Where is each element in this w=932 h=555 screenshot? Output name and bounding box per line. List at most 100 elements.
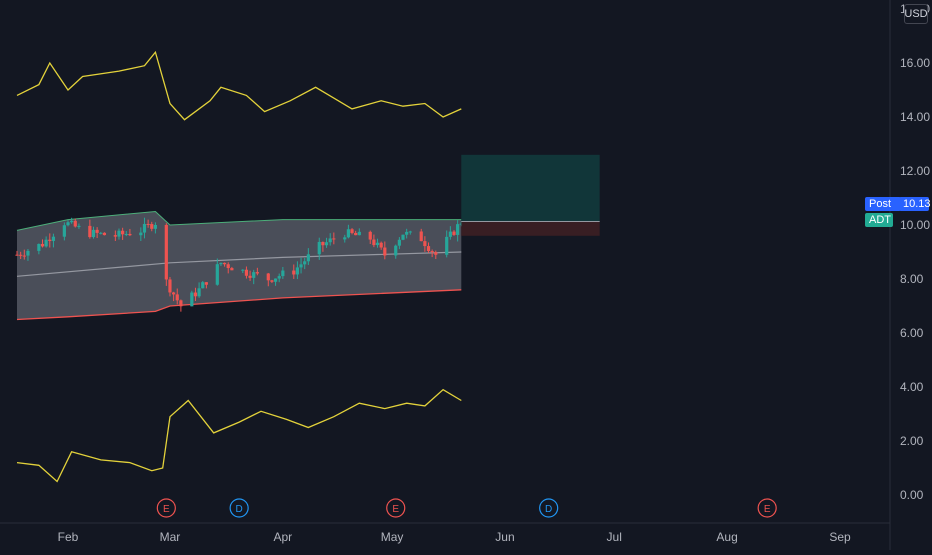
candle-body — [190, 292, 194, 307]
candle-body — [328, 238, 332, 243]
price-tick-label: 6.00 — [900, 326, 924, 340]
channel-lower-line — [16, 289, 462, 321]
candle-body — [153, 224, 157, 229]
dividend-event-marker[interactable]: D — [539, 498, 559, 518]
candle-body — [172, 292, 176, 295]
event-letter: D — [236, 504, 243, 515]
candle-body — [146, 223, 150, 225]
channel-upper-line — [16, 210, 462, 231]
candle-body — [423, 241, 427, 247]
long-position-tool[interactable] — [461, 154, 600, 236]
candle-body — [317, 241, 321, 255]
channel-fill — [17, 211, 462, 320]
event-circle — [229, 498, 249, 518]
time-axis[interactable]: Feb Mar Apr May Jun Jul Aug Sep — [0, 522, 890, 544]
event-circle — [539, 498, 559, 518]
post-label: Post — [869, 198, 892, 210]
candle-body — [295, 267, 300, 275]
candle-body — [193, 292, 198, 297]
price-tick-label: 0.00 — [900, 488, 924, 502]
candle-body — [452, 231, 456, 235]
candle-body — [299, 264, 303, 268]
candle-body — [273, 278, 278, 282]
candle-body — [215, 264, 219, 285]
candle-body — [350, 229, 354, 233]
candle-body — [252, 272, 256, 278]
time-tick-label: Feb — [58, 530, 79, 544]
candle-body — [394, 245, 398, 256]
yellow-bands — [16, 50, 462, 483]
symbol-price-tag: ADT — [865, 213, 893, 227]
earnings-event-marker[interactable]: E — [757, 498, 777, 518]
candle-body — [22, 255, 26, 257]
candle-body — [255, 272, 259, 274]
candle-body — [292, 270, 296, 275]
earnings-event-marker[interactable]: E — [386, 498, 406, 518]
candle-body — [226, 264, 230, 269]
candle-body — [142, 223, 147, 233]
candle-body — [128, 233, 132, 236]
candle-body — [426, 246, 431, 252]
earnings-event-marker[interactable]: E — [156, 498, 176, 518]
price-tick-label: 10.00 — [900, 218, 930, 232]
candle-body — [66, 222, 70, 226]
candle-body — [383, 247, 387, 256]
candle-body — [270, 280, 274, 282]
candle-body — [266, 273, 270, 281]
dividend-event-marker[interactable]: D — [229, 498, 249, 518]
event-circle — [757, 498, 777, 518]
event-letter: E — [764, 504, 771, 515]
yellow-upper-line — [16, 50, 462, 121]
candle-body — [168, 279, 172, 293]
post-price-value: 10.13 — [899, 197, 931, 211]
event-letter: E — [392, 504, 399, 515]
candle-body — [164, 224, 168, 280]
candle-body — [19, 254, 23, 256]
candle-body — [408, 231, 412, 233]
yellow-lower-line — [16, 388, 462, 483]
candle-body — [321, 241, 325, 246]
candle-body — [219, 262, 223, 265]
candle-body — [332, 238, 336, 240]
candle-body — [445, 236, 449, 255]
stop-zone — [461, 221, 600, 236]
time-tick-label: Jun — [495, 530, 514, 544]
candle-body — [357, 231, 361, 236]
candle-body — [48, 239, 52, 241]
price-channel — [16, 210, 462, 321]
price-tick-label: 8.00 — [900, 272, 924, 286]
candle-body — [99, 232, 103, 234]
candle-body — [241, 269, 245, 271]
candle-body — [37, 243, 41, 251]
candle-body — [368, 231, 372, 240]
candle-body — [102, 232, 107, 236]
candle-body — [139, 232, 143, 236]
candle-body — [306, 254, 310, 262]
candle-body — [62, 225, 66, 237]
candle-body — [354, 232, 358, 236]
candle-body — [204, 282, 208, 285]
target-zone — [461, 154, 600, 222]
candle-body — [95, 229, 99, 233]
candle-body — [73, 220, 77, 227]
candle-body — [448, 231, 452, 237]
candle-body — [379, 242, 383, 248]
candle-body — [346, 229, 350, 238]
candle-body — [303, 261, 307, 265]
candle-body — [88, 225, 92, 238]
event-circle — [156, 498, 176, 518]
price-tick-label: 12.00 — [900, 164, 930, 178]
candle-body — [175, 294, 179, 301]
candle-body — [77, 225, 81, 227]
candle-body — [201, 282, 205, 289]
candle-body — [91, 229, 96, 238]
currency-badge[interactable]: USD — [904, 4, 928, 24]
candle-body — [197, 288, 201, 297]
price-axis[interactable]: 18.0016.0014.0012.0010.008.006.004.002.0… — [889, 0, 930, 550]
candle-body — [456, 224, 460, 235]
candle-body — [375, 242, 380, 246]
candle-body — [113, 235, 117, 237]
